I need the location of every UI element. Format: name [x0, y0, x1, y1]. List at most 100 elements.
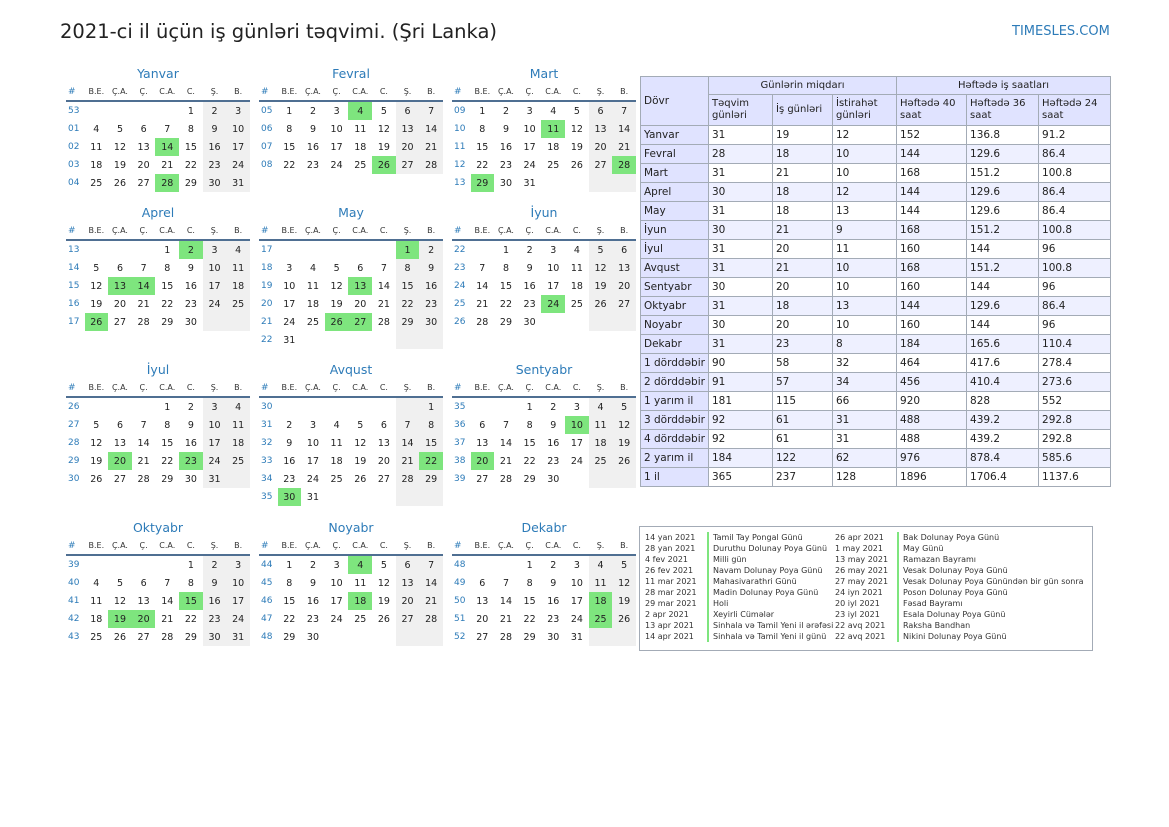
week-number: 21: [261, 317, 273, 327]
week-row: 23 7 8 9 10 11 12 13: [452, 259, 636, 277]
day-cell: 27: [348, 313, 373, 331]
day-cell: 11: [226, 259, 250, 277]
day-cell: 29: [395, 313, 420, 331]
weekday-header: B.: [419, 222, 443, 241]
holiday-date: 23 iyl 2021: [835, 610, 880, 619]
week-row: 01 4 5 6 7 8 9 10: [66, 120, 250, 138]
weekday-header: B.: [226, 537, 250, 556]
holiday-name: May Günü: [897, 543, 944, 554]
week-number: 26: [68, 402, 80, 412]
day-cell: 16: [499, 141, 512, 153]
empty-cell: [348, 331, 372, 349]
stat-value: 31: [708, 334, 773, 354]
day-cell: 21: [419, 138, 443, 156]
weekday-header: #: [66, 537, 85, 556]
brand-link[interactable]: TIMESLES.COM: [1012, 24, 1110, 39]
day-cell: 11: [588, 416, 613, 434]
day-cell: 29: [184, 177, 197, 189]
week-row: 39 1 2 3: [66, 555, 250, 574]
stat-value: 61: [772, 410, 833, 430]
weekday-header: Ç.A.: [301, 83, 325, 102]
month-name: Mart: [529, 66, 559, 81]
month-name: Aprel: [141, 205, 175, 220]
days-count-header: Günlərin miqdarı: [707, 76, 898, 95]
stat-value: 30: [708, 220, 773, 240]
stat-value: 488: [896, 429, 968, 449]
day-cell: 20: [113, 298, 126, 310]
weekday-header: #: [259, 379, 278, 398]
day-cell: 25: [306, 316, 319, 328]
week-row: 22 31: [259, 331, 443, 349]
holiday-name: Vesak Dolunay Poya Günü: [897, 565, 1008, 576]
day-cell: 3: [226, 555, 250, 574]
stat-value: 144: [966, 277, 1040, 297]
stat-value: 19: [772, 125, 833, 145]
day-cell: 27: [588, 156, 613, 174]
stats-row: Oktyabr 31 18 13 144 129.6 86.4: [640, 296, 1112, 316]
day-cell: 19: [612, 434, 636, 452]
stat-value: 144: [896, 182, 968, 202]
weekday-header: B.: [226, 222, 250, 241]
period-label: 2 dörddəbir: [640, 372, 709, 392]
stat-value: 100.8: [1038, 258, 1112, 278]
holiday-date: 22 avq 2021: [835, 621, 886, 630]
day-cell: 13: [476, 437, 489, 449]
weekday-header: B.: [612, 83, 636, 102]
holiday-date: 14 yan 2021: [645, 533, 696, 542]
day-cell: 12: [612, 574, 636, 592]
week-number: 34: [261, 474, 273, 484]
day-cell: 24: [523, 159, 536, 171]
day-cell: 3: [333, 559, 340, 571]
day-cell: 12: [570, 123, 583, 135]
empty-cell: [494, 397, 518, 416]
day-cell: 1: [286, 105, 293, 117]
stat-value: 91.2: [1038, 125, 1112, 145]
weekday-header: Ş.: [202, 537, 227, 556]
weekday-header: C.: [372, 83, 396, 102]
empty-cell: [612, 628, 636, 646]
empty-cell: [588, 628, 613, 646]
day-cell: 11: [354, 577, 367, 589]
week-row: 14 5 6 7 8 9 10 11: [66, 259, 250, 277]
empty-cell: [108, 101, 132, 120]
day-cell: 28: [155, 174, 180, 192]
day-cell: 10: [202, 416, 227, 434]
stats-row: Noyabr 30 20 10 160 144 96: [640, 315, 1112, 335]
week-row: 15 12 13 14 15 16 17 18: [66, 277, 250, 295]
holiday-legend: 14 yan 2021 Tamil Tay Pongal Günü 28 yan 2…: [639, 526, 1093, 651]
day-cell: 6: [116, 262, 123, 274]
week-row: 24 14 15 16 17 18 19 20: [452, 277, 636, 295]
day-cell: 9: [550, 577, 557, 589]
weekday-header: C.A.: [541, 222, 566, 241]
day-cell: 14: [155, 138, 180, 156]
weekday-header: Ç.A.: [301, 222, 325, 241]
day-cell: 18: [90, 159, 103, 171]
weekday-header: C.: [179, 222, 203, 241]
week-number: 22: [261, 335, 273, 345]
day-cell: 11: [541, 120, 566, 138]
day-cell: 3: [286, 262, 293, 274]
stat-value: 10: [831, 315, 898, 335]
day-cell: 25: [588, 452, 613, 470]
day-cell: 20: [395, 138, 420, 156]
weekday-header: Ç.A.: [494, 379, 518, 398]
day-cell: 9: [309, 123, 316, 135]
week-number: 12: [454, 160, 466, 170]
weekday-header: C.: [372, 537, 396, 556]
week-number: 52: [454, 632, 466, 642]
stat-value: 13: [831, 296, 898, 316]
weekday-header: B.: [612, 379, 636, 398]
weekday-header: Ş.: [202, 222, 227, 241]
week-number: 46: [261, 596, 273, 606]
week-row: 27 5 6 7 8 9 10 11: [66, 416, 250, 434]
weekly-hours-header: Həftədə iş saatları: [896, 76, 1112, 95]
week-number: 33: [261, 456, 273, 466]
day-cell: 11: [570, 262, 583, 274]
week-row: 32 9 10 11 12 13 14 15: [259, 434, 443, 452]
stat-value: 292.8: [1038, 410, 1112, 430]
stat-value: 129.6: [966, 144, 1040, 164]
stat-value: 12: [831, 125, 898, 145]
weekday-header: B.E.: [470, 83, 495, 102]
day-cell: 8: [526, 419, 533, 431]
day-cell: 2: [179, 240, 203, 259]
